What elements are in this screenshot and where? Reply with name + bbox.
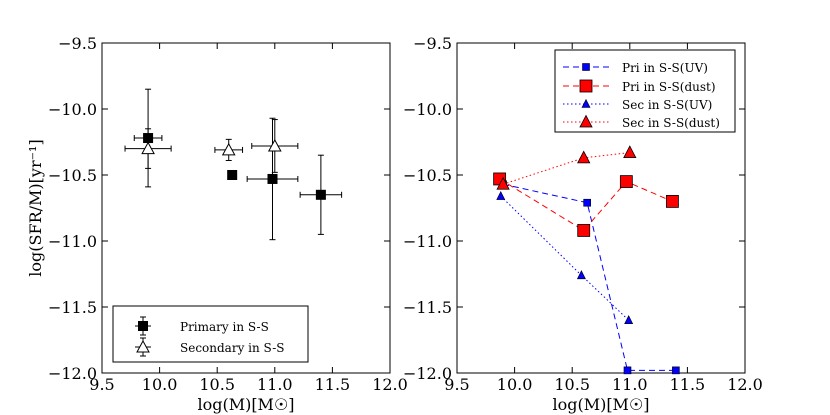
left-plot-marks <box>124 88 343 241</box>
legend-key-sec-uv <box>581 98 591 108</box>
left-axis-ticks: 9.5 10.0 10.5 11.0 11.5 12.0 −9.5 −10.0 −10.5 −11… <box>48 34 408 394</box>
right-plot-marks <box>493 145 680 375</box>
legend-key-secondary <box>136 339 150 353</box>
pri-uv-data-point <box>623 366 632 375</box>
left-x-tick-label: 10.0 <box>142 375 178 394</box>
sec-uv-data-point <box>496 190 506 200</box>
left-x-tick-label: 10.5 <box>199 375 235 394</box>
left-y-axis-label: log(SFR/M)[yr⁻¹] <box>26 139 45 276</box>
right-y-tick-label: −11.5 <box>403 298 452 317</box>
legend-label-pri-dust: Pri in S-S(dust) <box>622 80 716 94</box>
sec-uv-series-line <box>500 195 629 321</box>
right-x-axis-label: log(M)[M☉] <box>552 395 649 414</box>
left-x-tick-label: 9.5 <box>89 375 114 394</box>
right-axis-ticks: 9.5 10.0 10.5 11.0 11.5 12.0 −9.5 −10.0 −10.5 −11… <box>403 34 763 394</box>
left-x-axis-label: log(M)[M☉] <box>197 395 294 414</box>
sec-dust-series-line <box>502 152 630 185</box>
pri-dust-data-point <box>577 224 591 237</box>
primary-data-point <box>267 173 278 184</box>
right-x-tick-label: 11.0 <box>612 375 648 394</box>
primary-data-point <box>315 189 326 200</box>
right-x-tick-label: 9.5 <box>444 375 469 394</box>
legend-label-primary: Primary in S-S <box>180 320 269 334</box>
secondary-data-point <box>267 138 282 152</box>
right-x-tick-label: 10.0 <box>497 375 533 394</box>
pri-uv-series-line <box>502 183 676 371</box>
right-x-tick-label: 10.5 <box>554 375 590 394</box>
pri-dust-data-point <box>666 194 679 208</box>
pri-dust-data-point <box>619 175 633 189</box>
left-legend: Primary in S-S Secondary in S-S <box>112 305 309 363</box>
sec-dust-data-point <box>623 145 637 158</box>
left-y-tick-label: −11.5 <box>48 298 97 317</box>
secondary-data-point <box>221 142 236 156</box>
pri-uv-data-point <box>583 198 591 207</box>
legend-label-secondary: Secondary in S-S <box>180 341 284 355</box>
legend-key-sec-dust <box>579 114 593 128</box>
right-y-tick-label: −9.5 <box>413 34 452 53</box>
legend-key-pri-uv <box>582 63 590 71</box>
left-y-tick-label: −12.0 <box>48 364 97 383</box>
sec-dust-data-point <box>496 176 510 190</box>
legend-label-pri-uv: Pri in S-S(UV) <box>622 61 708 75</box>
secondary-data-point <box>141 141 155 155</box>
right-y-tick-label: −10.0 <box>403 100 452 119</box>
right-y-tick-label: −12.0 <box>403 364 452 383</box>
right-legend: Pri in S-S(UV) Pri in S-S(dust) Sec in S… <box>554 49 736 133</box>
legend-label-sec-dust: Sec in S-S(dust) <box>622 116 720 130</box>
right-y-tick-label: −10.5 <box>403 166 452 185</box>
left-y-tick-label: −9.5 <box>58 34 97 53</box>
left-x-tick-label: 12.0 <box>372 375 408 394</box>
legend-key-pri-dust <box>579 79 593 93</box>
right-x-tick-label: 11.5 <box>670 375 706 394</box>
right-x-tick-label: 12.0 <box>727 375 763 394</box>
legend-label-sec-uv: Sec in S-S(UV) <box>622 98 712 112</box>
right-y-tick-label: −11.0 <box>403 232 452 251</box>
primary-data-point <box>227 170 238 180</box>
right-panel-frame <box>456 42 746 374</box>
left-x-tick-label: 11.0 <box>257 375 293 394</box>
left-x-tick-label: 11.5 <box>315 375 351 394</box>
left-panel-frame <box>101 42 391 374</box>
legend-key-primary <box>138 321 148 331</box>
pri-uv-data-point <box>672 366 680 375</box>
sec-dust-data-point <box>577 150 591 164</box>
left-y-tick-label: −10.5 <box>48 166 97 185</box>
sec-uv-data-point <box>624 315 634 325</box>
left-y-tick-label: −10.0 <box>48 100 97 119</box>
left-legend-box <box>112 305 309 363</box>
sec-uv-data-point <box>576 270 586 280</box>
pri-dust-series-line <box>499 178 673 232</box>
left-y-tick-label: −11.0 <box>48 232 97 251</box>
